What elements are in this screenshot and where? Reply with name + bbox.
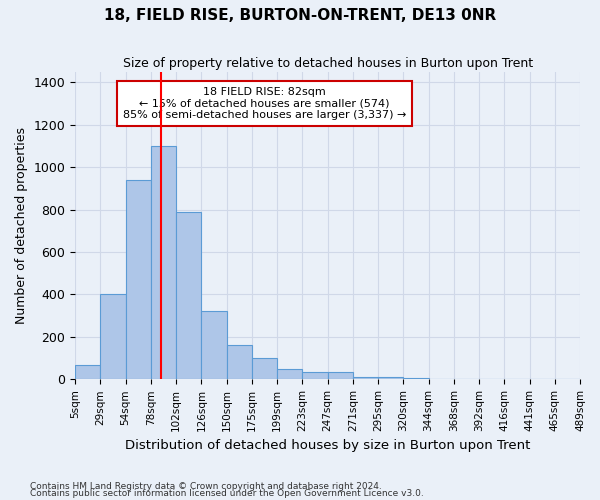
Title: Size of property relative to detached houses in Burton upon Trent: Size of property relative to detached ho… (122, 58, 533, 70)
Bar (227, 346, 252, 380)
X-axis label: Distribution of detached houses by size in Burton upon Trent: Distribution of detached houses by size … (125, 440, 530, 452)
Bar (176, 212, 202, 380)
Y-axis label: Number of detached properties: Number of detached properties (15, 127, 28, 324)
Bar (403, 378, 428, 380)
Bar (252, 358, 277, 380)
Bar (125, 180, 151, 380)
Bar (100, 294, 125, 380)
Text: 18, FIELD RISE, BURTON-ON-TRENT, DE13 0NR: 18, FIELD RISE, BURTON-ON-TRENT, DE13 0N… (104, 8, 496, 22)
Text: Contains public sector information licensed under the Open Government Licence v3: Contains public sector information licen… (30, 489, 424, 498)
Bar (202, 312, 227, 380)
Bar (302, 372, 328, 380)
Text: Contains HM Land Registry data © Crown copyright and database right 2024.: Contains HM Land Registry data © Crown c… (30, 482, 382, 491)
Bar (151, 146, 176, 380)
Bar (75, 365, 100, 380)
Text: 18 FIELD RISE: 82sqm
← 15% of detached houses are smaller (574)
85% of semi-deta: 18 FIELD RISE: 82sqm ← 15% of detached h… (123, 87, 406, 120)
Bar (353, 377, 378, 380)
Bar (378, 377, 403, 380)
Bar (328, 372, 353, 380)
Bar (277, 368, 302, 380)
